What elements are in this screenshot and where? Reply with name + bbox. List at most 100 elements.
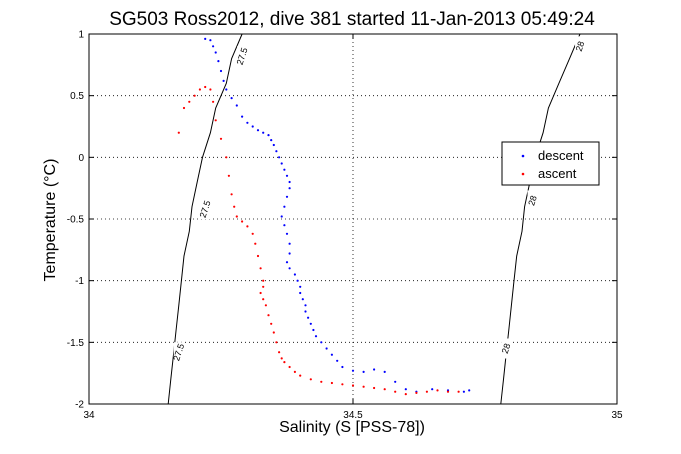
y-tick-label: 0.5 xyxy=(70,91,84,102)
series-descent xyxy=(204,37,471,393)
data-point-ascent xyxy=(267,314,270,317)
data-point-ascent xyxy=(212,100,215,103)
data-point-ascent xyxy=(251,232,254,235)
data-point-descent xyxy=(272,143,275,147)
data-point-ascent xyxy=(259,291,262,295)
data-point-ascent xyxy=(241,220,244,223)
data-point-ascent xyxy=(235,215,238,218)
data-point-ascent xyxy=(225,156,228,159)
data-point-descent xyxy=(285,174,289,177)
data-point-ascent xyxy=(246,225,249,228)
data-point-descent xyxy=(219,69,223,73)
series-ascent xyxy=(177,85,460,396)
data-point-ascent xyxy=(288,365,291,369)
data-point-ascent xyxy=(278,351,281,354)
data-point-ascent xyxy=(330,381,333,385)
contour-label: 27.5 xyxy=(198,199,213,219)
data-point-ascent xyxy=(394,390,397,393)
legend: descent ascent xyxy=(501,141,600,186)
data-point-descent xyxy=(288,242,291,245)
data-point-ascent xyxy=(177,131,180,134)
data-point-ascent xyxy=(280,357,283,360)
x-tick-label: 35 xyxy=(611,410,623,421)
data-point-descent xyxy=(212,45,215,48)
data-point-descent xyxy=(209,39,212,42)
contour-line xyxy=(500,33,581,405)
data-point-descent xyxy=(299,291,302,295)
data-point-descent xyxy=(270,139,273,142)
contour-label-bg xyxy=(237,46,248,67)
data-point-ascent xyxy=(293,370,296,373)
data-point-descent xyxy=(241,115,244,118)
data-point-descent xyxy=(325,347,328,350)
data-point-descent xyxy=(362,370,365,373)
data-point-descent xyxy=(307,316,310,319)
x-tick-label: 34.5 xyxy=(343,410,363,421)
data-point-descent xyxy=(214,51,217,54)
contour-label-bg xyxy=(200,199,211,220)
contour-label: 27.5 xyxy=(171,342,186,362)
contour-label: 28 xyxy=(500,342,513,355)
data-point-ascent xyxy=(320,380,323,383)
data-point-ascent xyxy=(219,137,223,140)
data-point-descent xyxy=(304,304,307,307)
data-point-ascent xyxy=(259,267,262,270)
data-point-ascent xyxy=(256,254,260,258)
data-point-descent xyxy=(288,267,291,270)
y-tick-label: -2 xyxy=(75,400,84,411)
contour-label: 28 xyxy=(526,194,539,207)
data-point-ascent xyxy=(214,119,217,122)
data-point-ascent xyxy=(254,242,257,245)
data-point-ascent xyxy=(264,304,267,307)
data-point-descent xyxy=(462,390,465,393)
data-point-ascent xyxy=(299,374,302,377)
data-point-ascent xyxy=(341,383,344,386)
data-point-ascent xyxy=(373,386,376,390)
y-tick-label: 1 xyxy=(78,30,84,41)
y-tick-label: -0.5 xyxy=(67,215,85,226)
contour-label-bg xyxy=(527,190,538,211)
data-point-descent xyxy=(225,88,228,91)
density-contours: 27.5 27.5 27.5 28 28 28 xyxy=(167,33,587,405)
data-point-ascent xyxy=(272,331,275,334)
data-point-ascent xyxy=(182,106,186,110)
data-point-ascent xyxy=(425,390,428,393)
data-point-descent xyxy=(293,273,296,276)
data-point-ascent xyxy=(446,390,450,393)
contour-label-bg xyxy=(501,338,512,359)
data-point-ascent xyxy=(383,388,386,391)
data-point-ascent xyxy=(351,384,355,387)
x-axis-ticks: 34 34.5 35 xyxy=(83,34,623,421)
data-point-descent xyxy=(230,97,233,100)
data-point-descent xyxy=(285,195,289,198)
data-point-ascent xyxy=(233,205,236,208)
data-point-descent xyxy=(373,368,376,371)
data-point-ascent xyxy=(209,88,212,91)
data-point-descent xyxy=(256,129,260,132)
legend-label-descent: descent xyxy=(538,148,584,163)
data-point-ascent xyxy=(227,174,230,177)
data-point-descent xyxy=(204,37,207,41)
data-point-descent xyxy=(288,180,291,184)
data-point-descent xyxy=(222,79,225,82)
data-point-ascent xyxy=(262,285,265,288)
data-point-descent xyxy=(288,187,291,190)
data-point-descent xyxy=(283,205,286,208)
data-point-descent xyxy=(468,389,471,392)
data-point-ascent xyxy=(193,94,196,97)
data-point-descent xyxy=(285,261,289,264)
data-point-descent xyxy=(341,365,344,369)
data-point-descent xyxy=(251,125,254,128)
contour-label: 28 xyxy=(574,40,587,53)
y-axis-ticks: 1 0.5 0 -0.5 -1 -1.5 -2 xyxy=(67,30,617,411)
contour-label-bg xyxy=(575,36,586,57)
data-point-descent xyxy=(288,252,291,255)
data-point-descent xyxy=(217,60,220,63)
legend-marker-ascent xyxy=(521,172,525,176)
data-point-descent xyxy=(304,310,307,313)
data-point-descent xyxy=(330,353,333,356)
data-point-descent xyxy=(301,298,304,301)
data-point-ascent xyxy=(309,378,312,381)
data-point-descent xyxy=(351,369,355,372)
